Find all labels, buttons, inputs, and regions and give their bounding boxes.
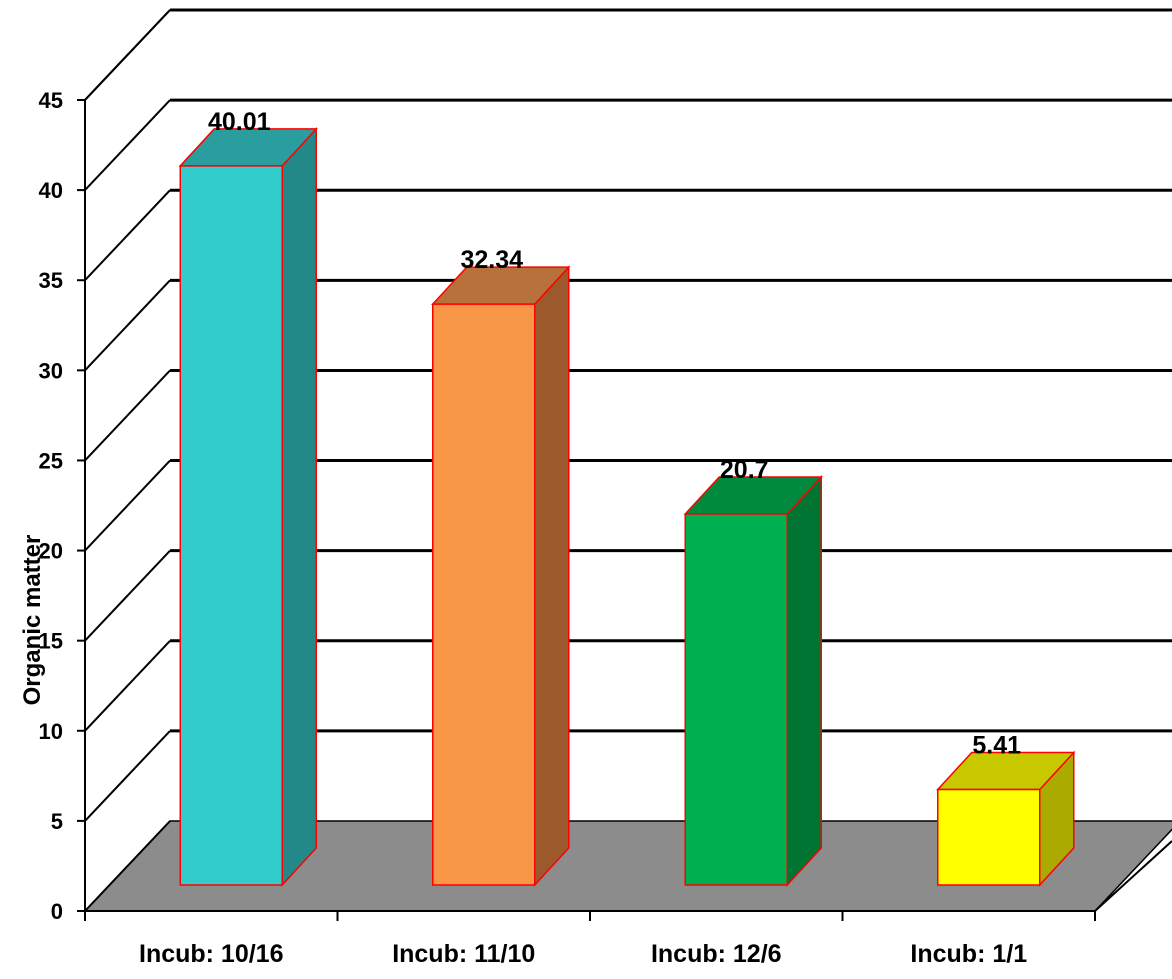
y-tick-label: 0 xyxy=(51,899,63,924)
bar-side xyxy=(281,127,317,887)
chart-walls xyxy=(84,8,1172,101)
gridline-diagonal-20 xyxy=(84,459,171,552)
y-tick-label: 10 xyxy=(39,719,63,744)
gridline-diagonal-0 xyxy=(84,820,171,912)
bar-front xyxy=(432,303,536,886)
bar-side xyxy=(786,475,822,887)
data-label: 20.7 xyxy=(720,456,769,484)
bar-4 xyxy=(936,750,1076,887)
data-label: 5.41 xyxy=(972,731,1021,759)
y-tick-label: 5 xyxy=(51,809,63,834)
bar-2 xyxy=(431,265,571,887)
y-tick-label: 40 xyxy=(39,178,63,203)
chart-axes: 0 5 10 15 20 25 30 35 40 45 xyxy=(39,88,1096,924)
gridline-diagonal-40 xyxy=(84,99,171,191)
gridline-diagonal-30 xyxy=(84,279,171,372)
y-tick-label: 30 xyxy=(39,358,63,383)
x-category-label: Incub: 11/10 xyxy=(392,940,535,968)
gridline-diagonal-35 xyxy=(84,189,171,281)
x-category-label: Incub: 1/1 xyxy=(910,940,1027,968)
gridline-diagonal-45 xyxy=(84,9,171,101)
bar-front xyxy=(684,513,788,886)
y-tick-label: 15 xyxy=(39,629,63,654)
y-tick-label: 35 xyxy=(39,268,63,293)
bar-front xyxy=(179,165,283,886)
x-category-label: Incub: 12/6 xyxy=(651,940,782,968)
gridline-diagonal-10 xyxy=(84,640,171,732)
bar-front xyxy=(937,788,1041,886)
y-tick-label: 45 xyxy=(39,88,63,113)
gridlines xyxy=(84,8,1172,912)
gridline-diagonal-15 xyxy=(84,549,171,642)
gridline-diagonal-5 xyxy=(84,730,171,822)
bars xyxy=(178,127,1076,887)
gridline-diagonal-25 xyxy=(84,369,171,462)
y-tick-label: 20 xyxy=(39,539,63,564)
floor-right-edge xyxy=(1094,840,1172,912)
bar-1 xyxy=(178,127,318,887)
bar-3 xyxy=(683,475,823,887)
y-axis-title: Organic matter xyxy=(19,535,46,706)
labels: 40.01 Incub: 10/16 32.34 Incub: 11/10 20.7 In… xyxy=(139,108,1027,968)
bar-side xyxy=(534,265,570,887)
x-category-label: Incub: 10/16 xyxy=(139,940,284,968)
data-label: 32.34 xyxy=(460,246,523,274)
data-label: 40.01 xyxy=(208,108,271,136)
y-tick-label: 25 xyxy=(39,448,63,473)
